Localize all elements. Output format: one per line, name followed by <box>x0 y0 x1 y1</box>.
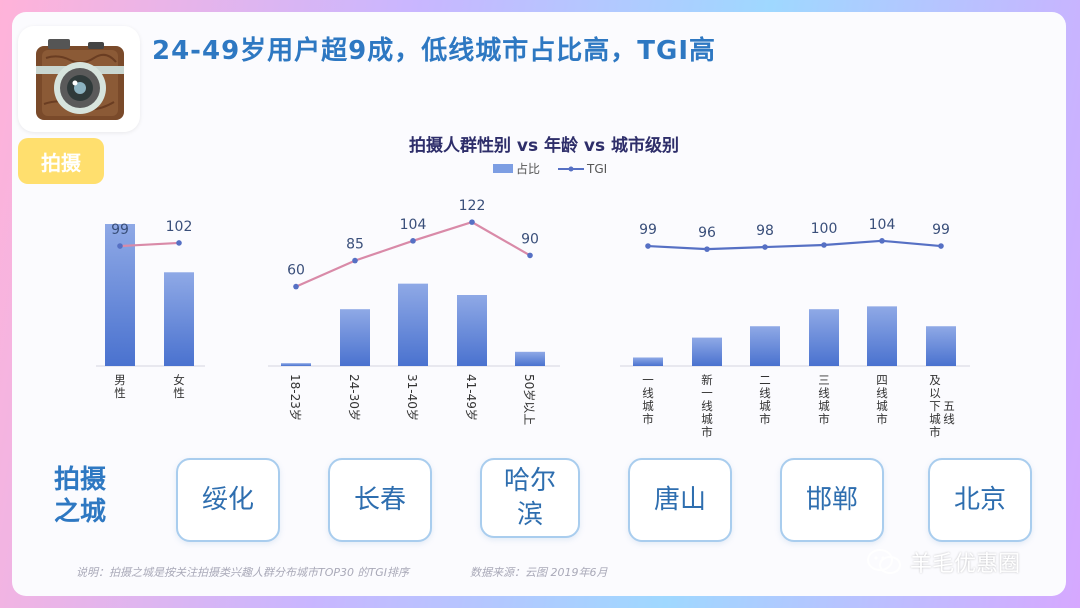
tgi-point <box>938 243 944 249</box>
category-label: 31-40岁 <box>405 374 420 421</box>
category-label: 线 <box>642 386 654 400</box>
tgi-data-label: 99 <box>639 222 657 238</box>
bar <box>926 326 956 366</box>
tgi-data-label: 99 <box>111 222 129 238</box>
footnote: 说明：拍摄之城是按关注拍摄类兴趣人群分布城市TOP30 的TGI排序 <box>76 566 409 579</box>
city-card: 长春 <box>328 458 432 542</box>
category-label: 下 <box>929 399 941 413</box>
tgi-data-label: 102 <box>166 219 193 235</box>
tgi-point <box>527 252 533 259</box>
bar <box>281 363 311 366</box>
category-label: 市 <box>818 412 830 426</box>
category-label: 线 <box>759 386 771 400</box>
category-label: 一 <box>701 386 713 400</box>
bar <box>457 295 487 366</box>
camera-icon <box>36 39 124 120</box>
tgi-point <box>293 283 299 290</box>
category-label: 城 <box>642 399 654 413</box>
category-label: 市 <box>876 412 888 426</box>
category-label: 50岁以上 <box>522 374 537 425</box>
category-label: 城 <box>759 399 771 413</box>
tgi-data-label: 104 <box>869 217 896 233</box>
category-label: 24-30岁 <box>347 374 362 421</box>
bar <box>633 357 663 366</box>
category-label: 性 <box>173 386 185 400</box>
tgi-data-label: 85 <box>346 237 364 253</box>
camera-logo <box>18 26 140 132</box>
wechat-account-name: 羊毛优惠圈 <box>910 552 1021 577</box>
category-label: 线 <box>943 412 955 426</box>
bar <box>515 351 545 366</box>
city-card: 邯郸 <box>780 458 884 542</box>
category-label: 及 <box>929 373 941 387</box>
category-label: 市 <box>759 412 771 426</box>
bar <box>750 326 780 366</box>
category-label: 城 <box>929 412 941 426</box>
tgi-point <box>410 238 416 244</box>
tgi-line <box>647 239 942 251</box>
tgi-point <box>704 246 710 252</box>
category-label: 五 <box>943 399 955 413</box>
bar <box>398 283 428 366</box>
category-label: 一 <box>642 373 654 387</box>
category-label: 线 <box>818 386 830 400</box>
category-label: 市 <box>701 425 713 439</box>
tgi-point <box>762 244 768 250</box>
category-label: 二 <box>759 373 771 387</box>
category-label: 城 <box>876 399 888 413</box>
tgi-data-label: 122 <box>459 198 486 214</box>
tgi-data-label: 100 <box>811 221 838 237</box>
tgi-point <box>879 238 885 244</box>
category-label: 市 <box>642 412 654 426</box>
tgi-data-label: 104 <box>400 217 427 233</box>
category-label: 18-23岁 <box>288 374 303 421</box>
legend-bar-swatch <box>493 164 513 173</box>
category-label: 男 <box>114 373 126 387</box>
bar <box>867 306 897 366</box>
category-label: 三 <box>818 373 830 387</box>
wechat-watermark: 羊毛优惠圈 <box>866 546 1020 578</box>
bar <box>809 309 839 366</box>
category-label: 线 <box>701 399 713 413</box>
tgi-data-label: 99 <box>932 222 950 238</box>
category-badge: 拍摄 <box>18 138 104 184</box>
bar <box>692 337 722 366</box>
city-card: 哈尔滨 <box>480 458 580 538</box>
tgi-point <box>352 257 358 264</box>
category-label: 城 <box>701 412 713 426</box>
category-label: 以 <box>929 386 941 400</box>
tgi-line <box>119 241 180 248</box>
category-label: 四 <box>876 373 888 387</box>
data-source: 数据来源：云图 2019年6月 <box>470 566 608 579</box>
tgi-point <box>469 219 475 225</box>
tgi-point <box>821 242 827 248</box>
city-card: 北京 <box>928 458 1032 542</box>
category-label: 新 <box>701 373 713 387</box>
tgi-data-label: 98 <box>756 223 774 239</box>
wechat-icon <box>867 549 901 574</box>
category-label: 市 <box>929 425 941 439</box>
legend-bar-label: 占比 <box>516 161 540 176</box>
city-card: 唐山 <box>628 458 732 542</box>
bar <box>164 272 194 366</box>
bar <box>340 309 370 366</box>
category-label: 线 <box>876 386 888 400</box>
category-label: 城 <box>818 399 830 413</box>
chart-title: 拍摄人群性别 vs 年龄 vs 城市级别 <box>409 135 679 156</box>
category-label: 性 <box>114 386 126 400</box>
tgi-data-label: 90 <box>521 231 539 247</box>
legend-line-label: TGI <box>586 162 607 176</box>
tgi-point <box>176 240 182 246</box>
tgi-data-label: 96 <box>698 225 716 241</box>
tgi-point <box>645 243 651 249</box>
category-label: 41-49岁 <box>464 374 479 421</box>
legend: 占比 TGI <box>493 161 607 176</box>
city-card: 绥化 <box>176 458 280 542</box>
page-title: 24-49岁用户超9成，低线城市占比高，TGI高 <box>152 36 716 66</box>
tgi-data-label: 60 <box>287 263 305 279</box>
tgi-point <box>117 243 123 249</box>
category-label: 女 <box>173 373 185 387</box>
cities-section-label: 拍摄 之城 <box>54 465 107 527</box>
